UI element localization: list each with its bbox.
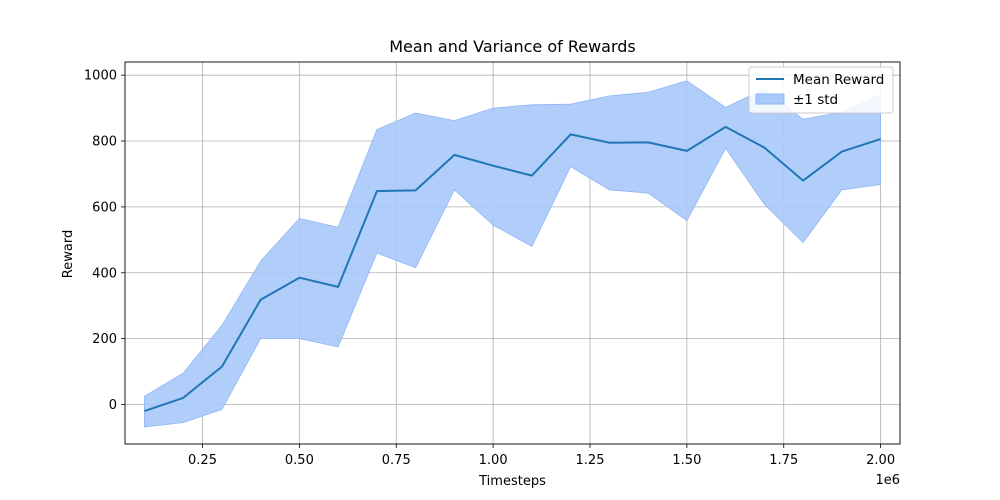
y-axis-label: Reward [61, 230, 76, 278]
y-tick-label: 1000 [84, 69, 117, 84]
x-tick-label: 2.00 [866, 453, 895, 468]
x-tick-label: 1.00 [479, 453, 508, 468]
y-tick-label: 0 [109, 398, 117, 413]
x-axis-offset-label: 1e6 [875, 473, 900, 488]
band-layer [143, 80, 881, 428]
legend-label-std-band: ±1 std [793, 92, 838, 108]
y-tick-label: 600 [92, 200, 117, 215]
chart-title: Mean and Variance of Rewards [389, 37, 636, 56]
legend-swatch-std-band [755, 93, 785, 105]
std-band [143, 80, 881, 428]
y-tick-label: 400 [92, 266, 117, 281]
legend-box [748, 66, 894, 114]
x-tick-label: 1.50 [672, 453, 701, 468]
x-tick-label: 1.75 [769, 453, 798, 468]
plot-frame [124, 61, 901, 445]
x-tick-label: 0.75 [382, 453, 411, 468]
x-tick-label: 1.25 [576, 453, 605, 468]
y-axis: 0 200 400 600 800 1000 [84, 69, 125, 413]
x-axis-label: Timesteps [478, 474, 546, 489]
legend-label-mean-reward: Mean Reward [793, 72, 884, 88]
y-tick-label: 800 [92, 135, 117, 150]
mean-reward-line [144, 125, 881, 413]
y-tick-label: 200 [92, 332, 117, 347]
x-tick-label: 0.25 [188, 453, 217, 468]
legend: Mean Reward ±1 std [748, 66, 894, 114]
x-tick-label: 0.50 [285, 453, 314, 468]
x-axis: 0.25 0.50 0.75 1.00 1.25 1.50 1.75 2.00 [188, 444, 895, 468]
line-layer [144, 125, 881, 413]
